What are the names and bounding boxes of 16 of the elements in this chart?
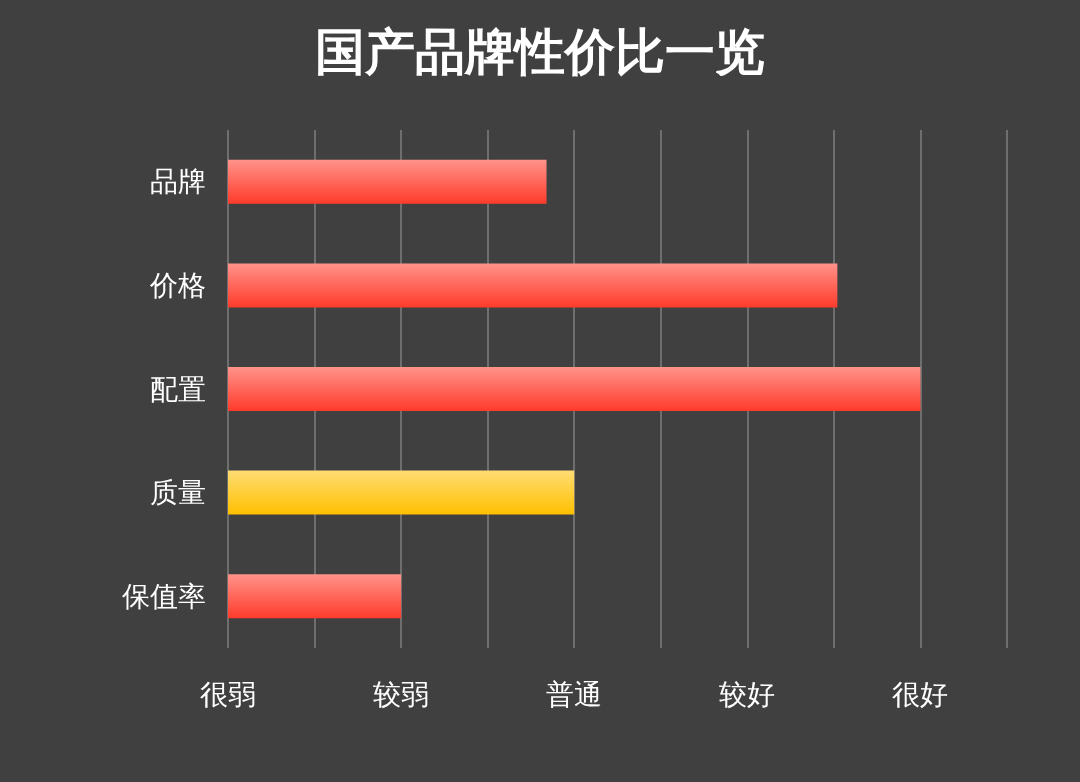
bar <box>228 470 575 515</box>
y-tick-label: 品牌 <box>150 165 206 199</box>
text: 很好 <box>892 677 949 711</box>
text: 较弱 <box>373 677 430 711</box>
chart-title: 国产品牌性价比一览 <box>315 23 765 81</box>
bar <box>228 159 547 204</box>
bar <box>228 367 921 411</box>
text: 普通 <box>546 677 603 711</box>
y-tick-label: 保值率 <box>122 579 206 613</box>
bar <box>228 263 838 308</box>
text: 很弱 <box>200 677 256 711</box>
y-tick-label: 价格 <box>149 268 206 302</box>
y-tick-label: 配置 <box>150 372 206 406</box>
y-tick-label: 质量 <box>150 476 206 510</box>
bar <box>228 574 402 619</box>
text: 较好 <box>719 677 776 711</box>
